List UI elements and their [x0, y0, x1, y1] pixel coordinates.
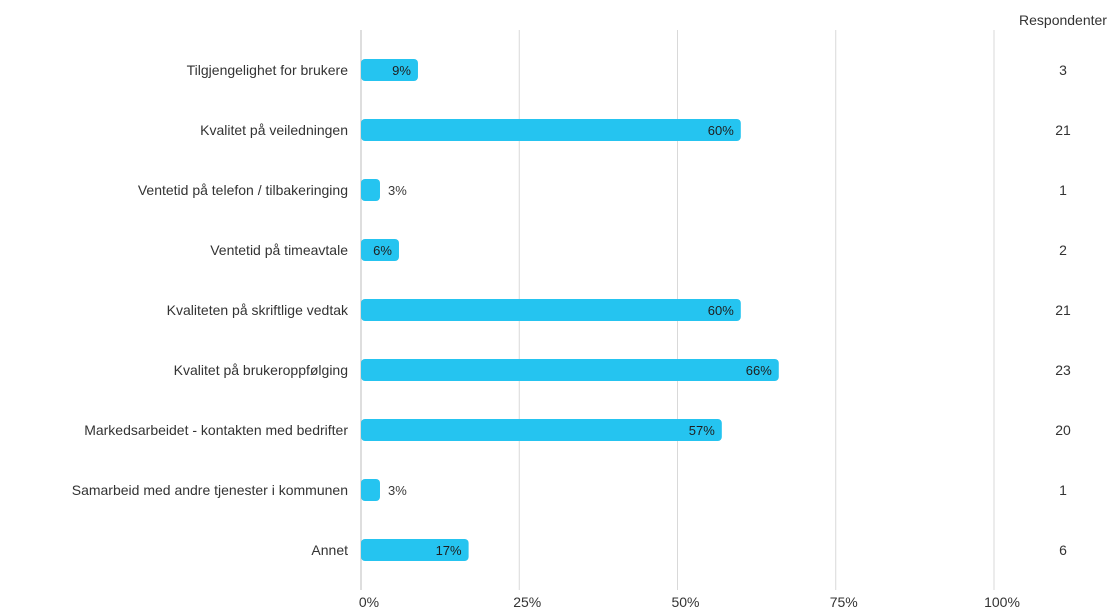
- value-label: 3%: [388, 183, 407, 198]
- x-tick-label: 50%: [671, 594, 699, 609]
- respondent-count: 3: [1059, 62, 1067, 78]
- x-tick-labels: 0% 25% 50% 75% 100%: [359, 594, 1020, 610]
- respondent-count: 23: [1055, 362, 1071, 378]
- category-label: Kvalitet på brukeroppfølging: [174, 362, 348, 378]
- value-label: 66%: [746, 363, 772, 378]
- bar[interactable]: [361, 359, 779, 381]
- bar[interactable]: [361, 479, 380, 501]
- respondent-count: 1: [1059, 182, 1067, 198]
- respondent-count: 6: [1059, 542, 1067, 558]
- value-label: 60%: [708, 303, 734, 318]
- x-tick-label: 100%: [984, 594, 1020, 609]
- category-label: Tilgjengelighet for brukere: [187, 62, 349, 78]
- bar[interactable]: [361, 299, 741, 321]
- x-tick-label: 25%: [513, 594, 541, 609]
- category-label: Ventetid på telefon / tilbakeringing: [138, 182, 348, 198]
- value-label: 57%: [689, 423, 715, 438]
- category-label: Annet: [311, 542, 348, 558]
- respondent-count: 1: [1059, 482, 1067, 498]
- value-labels: 9% 60% 3% 6% 60% 66% 57% 3% 17%: [373, 63, 772, 558]
- bars: [361, 59, 779, 561]
- value-label: 60%: [708, 123, 734, 138]
- respondent-count: 20: [1055, 422, 1071, 438]
- respondent-count: 21: [1055, 302, 1071, 318]
- value-label: 3%: [388, 483, 407, 498]
- value-label: 6%: [373, 243, 392, 258]
- bar[interactable]: [361, 119, 741, 141]
- respondent-count: 21: [1055, 122, 1071, 138]
- category-label: Kvalitet på veiledningen: [200, 122, 348, 138]
- respondents-column: Respondenter 3 21 1 2 21 23 20 1 6: [1019, 12, 1107, 558]
- value-label: 9%: [392, 63, 411, 78]
- x-tick-label: 75%: [830, 594, 858, 609]
- bar[interactable]: [361, 539, 469, 561]
- category-label: Markedsarbeidet - kontakten med bedrifte…: [84, 422, 348, 438]
- bar[interactable]: [361, 179, 380, 201]
- category-label: Kvaliteten på skriftlige vedtak: [167, 302, 349, 318]
- value-label: 17%: [436, 543, 462, 558]
- bar[interactable]: [361, 59, 418, 81]
- respondents-header: Respondenter: [1019, 12, 1107, 28]
- respondent-count: 2: [1059, 242, 1067, 258]
- bar[interactable]: [361, 419, 722, 441]
- x-tick-label: 0%: [359, 594, 379, 609]
- category-labels: Tilgjengelighet for brukere Kvalitet på v…: [72, 62, 349, 558]
- category-label: Ventetid på timeavtale: [210, 242, 348, 258]
- category-label: Samarbeid med andre tjenester i kommunen: [72, 482, 348, 498]
- bar[interactable]: [361, 239, 399, 261]
